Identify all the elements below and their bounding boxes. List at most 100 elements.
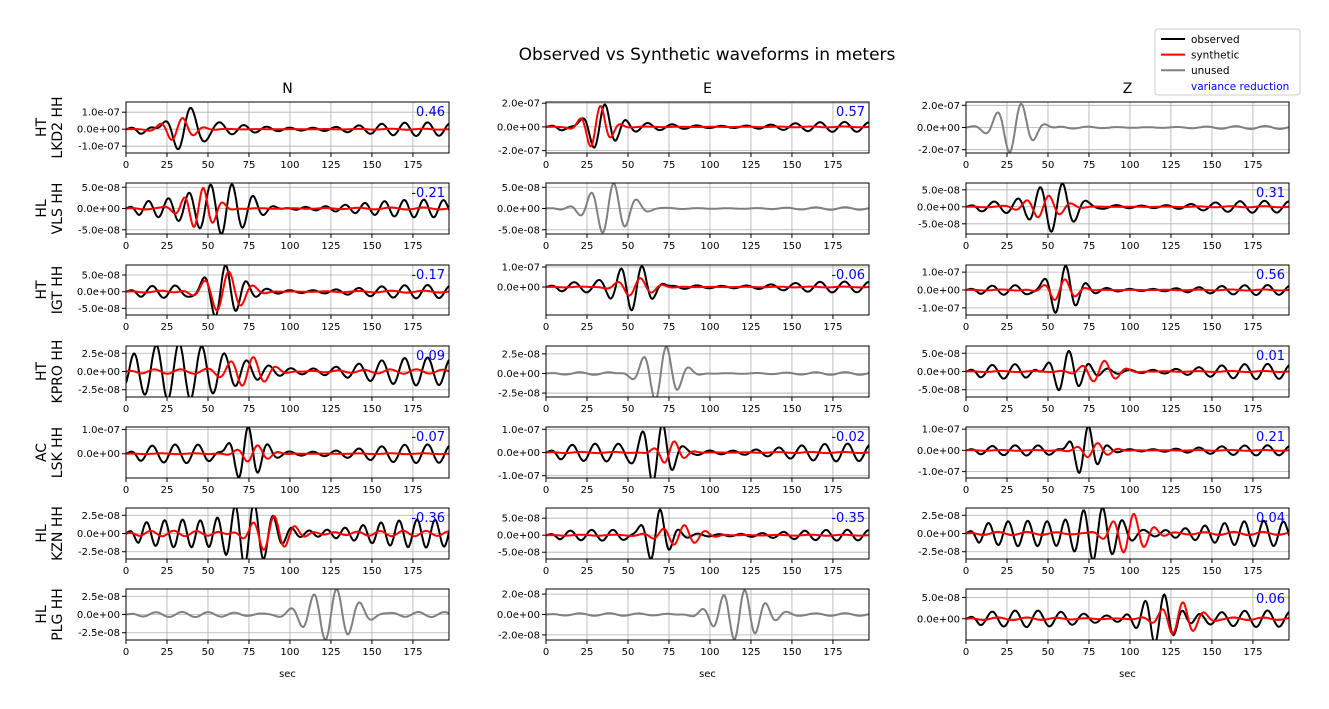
panel-kpro-e: 0 25 50 75 100 125 150 175 -2.5e-08 0.0e+00 2.5e-0… xyxy=(497,345,870,415)
synthetic-trace xyxy=(126,186,449,229)
y-tick-label: 2.5e-08 xyxy=(82,511,120,522)
legend: observed synthetic unused variance reductio… xyxy=(1154,28,1301,96)
x-tick-label: 125 xyxy=(741,404,760,415)
x-tick-label: 25 xyxy=(581,404,594,415)
x-tick-label: 125 xyxy=(741,566,760,577)
x-tick-label: 150 xyxy=(1202,322,1221,333)
x-tick-label: 100 xyxy=(1120,241,1139,252)
observed-trace xyxy=(546,508,869,559)
synthetic-trace xyxy=(966,442,1289,459)
y-tick-label: -2.0e-07 xyxy=(498,146,540,157)
x-tick-label: 125 xyxy=(741,241,760,252)
x-tick-label: 50 xyxy=(202,322,215,333)
panel-lsk-n: 0 25 50 75 100 125 150 175 0.0e+00 1.0e-07 -0.07 xyxy=(77,425,450,496)
synthetic-trace xyxy=(546,277,869,297)
synthetic-trace xyxy=(966,512,1289,554)
observed-trace xyxy=(546,265,869,312)
observed-trace xyxy=(966,508,1289,559)
x-tick-label: 0 xyxy=(543,647,549,658)
y-tick-label: -2.0e-08 xyxy=(498,630,540,641)
legend-box xyxy=(1154,28,1301,96)
variance-reduction-value: 0.31 xyxy=(1256,186,1285,201)
x-tick-label: 50 xyxy=(622,485,635,496)
panel-plg-z: 0 25 50 75 100 125 150 175 0.0e+00 5.0e-08 0.06 xyxy=(917,588,1290,658)
x-tick-label: 100 xyxy=(700,485,719,496)
x-tick-label: 175 xyxy=(403,566,422,577)
panel-frame xyxy=(545,507,870,560)
y-tick-label: -2.5e-08 xyxy=(78,547,120,558)
y-tick-label: 0.0e+00 xyxy=(917,367,960,378)
x-tick-label: 0 xyxy=(963,404,969,415)
y-tick-label: 2.5e-08 xyxy=(502,349,540,360)
x-tick-label: 0 xyxy=(963,647,969,658)
x-tick-label: 125 xyxy=(1161,647,1180,658)
row-label-4: HT KPRO HH xyxy=(34,340,66,404)
synthetic-trace xyxy=(966,601,1289,636)
x-tick-label: 175 xyxy=(1243,647,1262,658)
row-label-1: HT LKD2 HH xyxy=(34,96,66,158)
x-tick-label: 175 xyxy=(823,566,842,577)
x-tick-label: 0 xyxy=(543,160,549,171)
x-tick-label: 100 xyxy=(1120,647,1139,658)
x-tick-label: 175 xyxy=(1243,404,1262,415)
row-label-7: HL PLG HH xyxy=(34,588,66,641)
x-tick-label: 175 xyxy=(1243,566,1262,577)
column-title-z: Z xyxy=(1123,81,1133,97)
variance-reduction-value: -0.36 xyxy=(411,511,445,526)
x-tick-label: 0 xyxy=(543,241,549,252)
x-tick-label: 25 xyxy=(1001,322,1014,333)
x-tick-label: 25 xyxy=(1001,647,1014,658)
x-tick-label: 50 xyxy=(1042,485,1055,496)
panel-frame xyxy=(965,426,1290,479)
panel-kpro-n: 0 25 50 75 100 125 150 175 -2.5e-08 0.0e+00 2.5e-0… xyxy=(77,345,450,415)
row-network-label: HT xyxy=(34,362,50,382)
panel-vls-z: 0 25 50 75 100 125 150 175 -5.0e-08 0.0e+00 5.0e-0… xyxy=(917,182,1290,252)
x-tick-label: 100 xyxy=(280,485,299,496)
x-tick-label: 75 xyxy=(243,566,256,577)
synthetic-trace xyxy=(126,515,449,552)
row-station-label: LKD2 HH xyxy=(50,96,66,158)
x-tick-label: 100 xyxy=(700,322,719,333)
panel-frame xyxy=(965,588,1290,641)
y-tick-label: 0.0e+00 xyxy=(917,123,960,134)
x-tick-label: 175 xyxy=(823,647,842,658)
panel-frame xyxy=(545,101,870,154)
x-tick-label: 50 xyxy=(1042,647,1055,658)
x-tick-label: 0 xyxy=(963,566,969,577)
x-tick-label: 175 xyxy=(1243,322,1262,333)
x-tick-label: 25 xyxy=(581,566,594,577)
x-tick-label: 75 xyxy=(663,404,676,415)
variance-reduction-value: -0.07 xyxy=(411,430,445,445)
x-tick-label: 100 xyxy=(280,241,299,252)
x-tick-label: 150 xyxy=(782,647,801,658)
x-tick-label: 150 xyxy=(362,322,381,333)
y-tick-label: 0.0e+00 xyxy=(497,369,540,380)
row-station-label: LSK HH xyxy=(50,427,66,478)
x-tick-label: 25 xyxy=(161,404,174,415)
panel-frame xyxy=(965,182,1290,235)
panel-lsk-e: 0 25 50 75 100 125 150 175 -1.0e-07 0.0e+00 1.0e-0… xyxy=(497,425,870,496)
observed-trace xyxy=(126,106,449,151)
x-tick-label: 100 xyxy=(700,647,719,658)
x-tick-label: 125 xyxy=(321,566,340,577)
panel-kzn-z: 0 25 50 75 100 125 150 175 -2.5e-08 0.0e+00 2.5e-0… xyxy=(917,507,1290,577)
panel-kpro-z: 0 25 50 75 100 125 150 175 -5.0e-08 0.0e+00 5.0e-0… xyxy=(917,345,1290,415)
x-tick-label: 50 xyxy=(1042,160,1055,171)
observed-trace xyxy=(126,427,449,478)
x-tick-label: 125 xyxy=(741,322,760,333)
panel-kzn-e: 0 25 50 75 100 125 150 175 -5.0e-08 0.0e+00 5.0e-0… xyxy=(497,507,870,577)
x-tick-label: 50 xyxy=(622,322,635,333)
row-station-label: IGT HH xyxy=(50,266,66,315)
x-tick-label: 100 xyxy=(700,566,719,577)
x-tick-label: 150 xyxy=(782,241,801,252)
x-tick-label: 25 xyxy=(581,647,594,658)
x-tick-label: 175 xyxy=(823,485,842,496)
x-tick-label: 150 xyxy=(1202,566,1221,577)
y-tick-label: 1.0e-07 xyxy=(922,268,960,279)
y-tick-label: 5.0e-08 xyxy=(922,349,960,360)
y-tick-label: 2.0e-07 xyxy=(922,101,960,112)
variance-reduction-value: 0.09 xyxy=(416,349,445,364)
row-label-6: HL KZN HH xyxy=(34,506,66,561)
y-tick-label: 0.0e+00 xyxy=(497,283,540,294)
